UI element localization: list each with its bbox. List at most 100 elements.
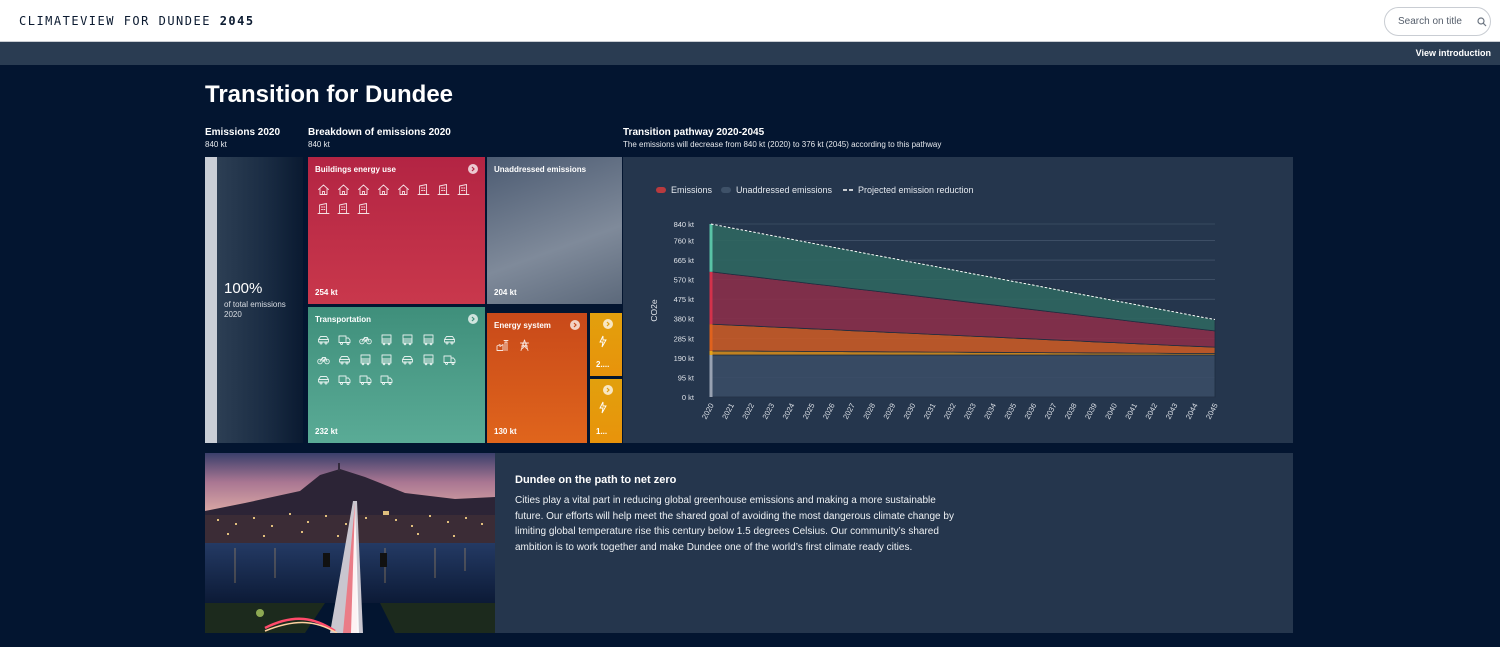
office-icon bbox=[417, 181, 430, 195]
x-tick-label: 2040 bbox=[1103, 402, 1119, 421]
x-tick-label: 2032 bbox=[942, 402, 958, 421]
car-icon bbox=[317, 371, 330, 385]
info-icon[interactable] bbox=[603, 385, 613, 395]
x-tick-label: 2022 bbox=[740, 402, 756, 421]
y-tick-label: 570 kt bbox=[674, 276, 695, 285]
bus-icon bbox=[359, 351, 372, 366]
tile-small-sector-2[interactable]: 1... bbox=[590, 379, 622, 443]
y-axis-label: CO2e bbox=[649, 299, 659, 321]
energy-icon bbox=[599, 335, 607, 348]
x-tick-label: 2034 bbox=[982, 402, 998, 421]
car-icon bbox=[401, 351, 414, 365]
bicycle-icon bbox=[317, 351, 330, 365]
base-year-segment bbox=[709, 324, 713, 351]
x-tick-label: 2036 bbox=[1023, 402, 1039, 421]
car-icon bbox=[317, 331, 330, 345]
sub-bar: View introduction bbox=[0, 42, 1500, 65]
brand-prefix: CLIMATEVIEW FOR DUNDEE bbox=[19, 14, 211, 28]
tile-energy-system[interactable]: Energy system 130 kt bbox=[487, 313, 587, 443]
house-icon bbox=[377, 181, 390, 195]
x-tick-label: 2025 bbox=[801, 402, 817, 421]
x-tick-label: 2039 bbox=[1083, 402, 1099, 421]
view-introduction-link[interactable]: View introduction bbox=[1415, 48, 1491, 58]
search-placeholder: Search on title bbox=[1398, 16, 1462, 27]
tile-label: Buildings energy use bbox=[315, 165, 396, 174]
search-input[interactable]: Search on title bbox=[1384, 7, 1491, 36]
office-icon bbox=[437, 181, 450, 195]
bicycle-icon bbox=[359, 331, 372, 345]
area-series bbox=[710, 223, 1216, 332]
tile-buildings-energy-use[interactable]: Buildings energy use 254 kt bbox=[308, 157, 485, 304]
pathway-heading: Transition pathway 2020-2045 bbox=[623, 127, 765, 138]
bus-icon bbox=[380, 331, 393, 346]
y-tick-label: 190 kt bbox=[674, 354, 695, 363]
page-title: Transition for Dundee bbox=[205, 81, 454, 108]
house-icon bbox=[337, 181, 350, 195]
story-body: Cities play a vital part in reducing glo… bbox=[515, 495, 954, 553]
search-icon bbox=[1477, 17, 1487, 27]
base-year-segment bbox=[709, 354, 713, 397]
emissions-2020-value: 840 kt bbox=[205, 140, 227, 149]
bus-icon bbox=[401, 331, 414, 346]
x-tick-label: 2033 bbox=[962, 402, 978, 421]
office-icon bbox=[337, 200, 350, 214]
story-card: Dundee on the path to net zero Cities pl… bbox=[495, 453, 1293, 633]
tile-label: Energy system bbox=[494, 321, 551, 330]
y-tick-label: 840 kt bbox=[674, 220, 695, 229]
tile-transportation[interactable]: Transportation 232 kt bbox=[308, 307, 485, 443]
pathway-subheading: The emissions will decrease from 840 kt … bbox=[623, 140, 942, 149]
tile-value: 2.... bbox=[596, 360, 610, 369]
truck-icon bbox=[380, 371, 393, 385]
y-tick-label: 95 kt bbox=[678, 373, 695, 382]
legend-label: Unaddressed emissions bbox=[736, 185, 833, 195]
tile-unaddressed-emissions[interactable]: Unaddressed emissions 204 kt bbox=[487, 157, 622, 304]
truck-icon bbox=[443, 351, 456, 365]
breakdown-heading: Breakdown of emissions 2020 bbox=[308, 127, 451, 138]
brand-year: 2045 bbox=[219, 14, 255, 28]
legend-label: Projected emission reduction bbox=[858, 185, 974, 195]
x-tick-label: 2035 bbox=[1002, 402, 1018, 421]
info-icon[interactable] bbox=[468, 164, 478, 174]
bus-icon bbox=[422, 331, 435, 346]
tile-value: 130 kt bbox=[494, 427, 517, 436]
info-icon[interactable] bbox=[570, 320, 580, 330]
app-brand[interactable]: CLIMATEVIEW FOR DUNDEE 2045 bbox=[19, 14, 255, 28]
base-year-segment bbox=[709, 271, 713, 325]
area-series bbox=[710, 354, 1216, 398]
y-tick-label: 0 kt bbox=[682, 393, 695, 402]
x-tick-label: 2037 bbox=[1043, 402, 1059, 421]
tile-small-sector-1[interactable]: 2.... bbox=[590, 313, 622, 376]
total-emissions-card: 100% of total emissions 2020 bbox=[205, 157, 303, 443]
bus-icon bbox=[380, 351, 393, 366]
tile-icons bbox=[496, 337, 533, 351]
tile-value: 254 kt bbox=[315, 288, 338, 297]
y-tick-label: 475 kt bbox=[674, 295, 695, 304]
tile-value: 1... bbox=[596, 427, 608, 436]
house-icon bbox=[397, 181, 410, 195]
tile-label: Unaddressed emissions bbox=[494, 165, 587, 174]
tile-value: 204 kt bbox=[494, 288, 517, 297]
x-tick-label: 2026 bbox=[821, 402, 837, 421]
x-tick-label: 2021 bbox=[720, 402, 736, 421]
info-icon[interactable] bbox=[468, 314, 478, 324]
base-year-segment bbox=[709, 350, 713, 355]
x-tick-label: 2028 bbox=[861, 402, 877, 421]
x-tick-label: 2038 bbox=[1063, 402, 1079, 421]
house-icon bbox=[317, 181, 330, 195]
power-line-icon bbox=[518, 337, 531, 351]
x-tick-label: 2042 bbox=[1144, 402, 1160, 421]
info-icon[interactable] bbox=[603, 319, 613, 329]
truck-icon bbox=[359, 371, 372, 385]
power-plant-icon bbox=[496, 337, 509, 351]
x-tick-label: 2023 bbox=[760, 402, 776, 421]
energy-icon bbox=[599, 401, 607, 414]
bus-icon bbox=[422, 351, 435, 366]
legend-label: Emissions bbox=[671, 185, 713, 195]
car-icon bbox=[338, 351, 351, 365]
pathway-chart-svg: Emissions Unaddressed emissions Projected … bbox=[649, 185, 1220, 421]
office-icon bbox=[457, 181, 470, 195]
x-tick-label: 2030 bbox=[902, 402, 918, 421]
tile-value: 232 kt bbox=[315, 427, 338, 436]
story-title: Dundee on the path to net zero bbox=[515, 474, 677, 486]
base-year-segment bbox=[709, 224, 713, 272]
